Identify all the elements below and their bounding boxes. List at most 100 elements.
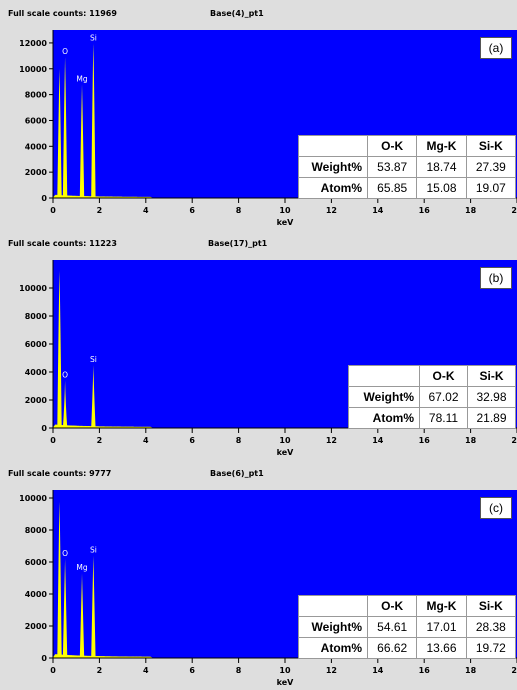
row-label: Atom% xyxy=(348,407,420,429)
x-tick-label: 4 xyxy=(143,666,149,675)
spectrum-title: Base(4)_pt1 xyxy=(210,9,264,18)
peak-label: O xyxy=(62,370,68,379)
table-cell: 53.87 xyxy=(366,156,418,178)
spectrum-peak xyxy=(79,573,85,658)
y-tick-label: 0 xyxy=(41,654,47,663)
x-tick-label: 20 xyxy=(511,436,517,445)
y-tick-label: 10000 xyxy=(19,65,47,74)
spectrum-peak xyxy=(62,380,68,428)
y-tick-label: 10000 xyxy=(19,284,47,293)
y-tick-label: 2000 xyxy=(25,622,48,631)
row-label: Weight% xyxy=(298,156,368,178)
full-scale-counts: Full scale counts: 11223 xyxy=(8,239,117,248)
spectrum-peak xyxy=(79,84,85,198)
x-tick-label: 8 xyxy=(236,206,242,215)
table-cell: 65.85 xyxy=(366,177,418,199)
y-tick-label: 4000 xyxy=(25,368,48,377)
y-tick-label: 0 xyxy=(41,194,47,203)
x-tick-label: 14 xyxy=(372,436,384,445)
table-cell: 32.98 xyxy=(467,386,516,408)
spectrum-panel-b: Full scale counts: 11223 Base(17)_pt1 O S… xyxy=(0,230,517,460)
x-tick-label: 0 xyxy=(50,206,56,215)
table-cell: 18.74 xyxy=(416,156,467,178)
column-header: O-K xyxy=(366,595,418,617)
peak-label: Mg xyxy=(76,563,87,572)
y-tick-label: 6000 xyxy=(25,116,48,125)
row-label: Weight% xyxy=(298,616,368,638)
x-tick-label: 8 xyxy=(236,666,242,675)
y-tick-label: 4000 xyxy=(25,142,48,151)
table-cell: 67.02 xyxy=(419,386,468,408)
x-tick-label: 10 xyxy=(279,436,291,445)
row-label: Atom% xyxy=(298,637,368,659)
x-tick-label: 0 xyxy=(50,436,56,445)
panel-letter: (b) xyxy=(480,267,512,289)
x-tick-label: 16 xyxy=(419,206,431,215)
peak-label: O xyxy=(62,47,68,56)
x-tick-label: 18 xyxy=(465,666,477,675)
x-tick-label: 14 xyxy=(372,666,384,675)
x-axis-label: keV xyxy=(277,678,295,687)
y-tick-label: 8000 xyxy=(25,312,48,321)
column-header: Mg-K xyxy=(416,595,467,617)
y-tick-label: 6000 xyxy=(25,340,48,349)
spectrum-peak xyxy=(57,68,62,199)
table-cell: 19.72 xyxy=(465,637,517,659)
x-tick-label: 6 xyxy=(189,436,195,445)
x-tick-label: 16 xyxy=(419,666,431,675)
background-continuum xyxy=(52,194,153,199)
spectrum-peak xyxy=(91,555,96,658)
x-tick-label: 4 xyxy=(143,436,149,445)
column-header: Si-K xyxy=(465,595,517,617)
spectrum-peak xyxy=(57,270,62,428)
panel-letter: (a) xyxy=(480,37,512,59)
x-axis-label: keV xyxy=(277,448,295,457)
table-cell: 27.39 xyxy=(465,156,517,178)
x-tick-label: 16 xyxy=(419,436,431,445)
spectrum-title: Base(6)_pt1 xyxy=(210,469,264,478)
background-continuum xyxy=(52,424,153,429)
table-row: Atom% 66.62 13.66 19.72 xyxy=(298,637,517,659)
row-label: Weight% xyxy=(348,386,420,408)
spectrum-peak xyxy=(62,558,68,658)
column-header: Mg-K xyxy=(416,135,467,157)
x-axis-label: keV xyxy=(277,218,295,227)
y-tick-label: 2000 xyxy=(25,168,48,177)
y-tick-label: 4000 xyxy=(25,590,48,599)
x-tick-label: 12 xyxy=(326,436,337,445)
peak-label: Si xyxy=(90,355,97,364)
y-tick-label: 0 xyxy=(41,424,47,433)
table-row: Atom% 65.85 15.08 19.07 xyxy=(298,177,517,199)
background-continuum xyxy=(52,654,153,659)
composition-table: O-K Si-K Weight% 67.02 32.98 Atom% 78.11… xyxy=(348,365,516,429)
x-tick-label: 20 xyxy=(511,206,517,215)
peak-label: Si xyxy=(90,33,97,42)
x-tick-label: 8 xyxy=(236,436,242,445)
x-tick-label: 6 xyxy=(189,666,195,675)
peak-label: Si xyxy=(90,546,97,555)
full-scale-counts: Full scale counts: 11969 xyxy=(8,9,117,18)
x-tick-label: 6 xyxy=(189,206,195,215)
x-tick-label: 18 xyxy=(465,436,477,445)
x-tick-label: 10 xyxy=(279,666,291,675)
table-cell: 21.89 xyxy=(467,407,516,429)
spectrum-peak xyxy=(91,365,96,428)
table-row: Atom% 78.11 21.89 xyxy=(348,407,516,429)
row-label: Atom% xyxy=(298,177,368,199)
column-header: Si-K xyxy=(467,365,516,387)
x-tick-label: 2 xyxy=(97,666,103,675)
table-corner xyxy=(298,595,368,617)
x-tick-label: 2 xyxy=(97,436,103,445)
composition-table: O-K Mg-K Si-K Weight% 53.87 18.74 27.39 … xyxy=(298,135,517,199)
column-header: Si-K xyxy=(465,135,517,157)
y-tick-label: 8000 xyxy=(25,91,48,100)
table-row: Weight% 67.02 32.98 xyxy=(348,386,516,408)
table-cell: 15.08 xyxy=(416,177,467,199)
table-row: Weight% 53.87 18.74 27.39 xyxy=(298,156,517,178)
table-cell: 19.07 xyxy=(465,177,517,199)
table-row: Weight% 54.61 17.01 28.38 xyxy=(298,616,517,638)
table-cell: 13.66 xyxy=(416,637,467,659)
x-tick-label: 4 xyxy=(143,206,149,215)
spectrum-title: Base(17)_pt1 xyxy=(208,239,268,248)
peak-label: Mg xyxy=(76,74,87,83)
